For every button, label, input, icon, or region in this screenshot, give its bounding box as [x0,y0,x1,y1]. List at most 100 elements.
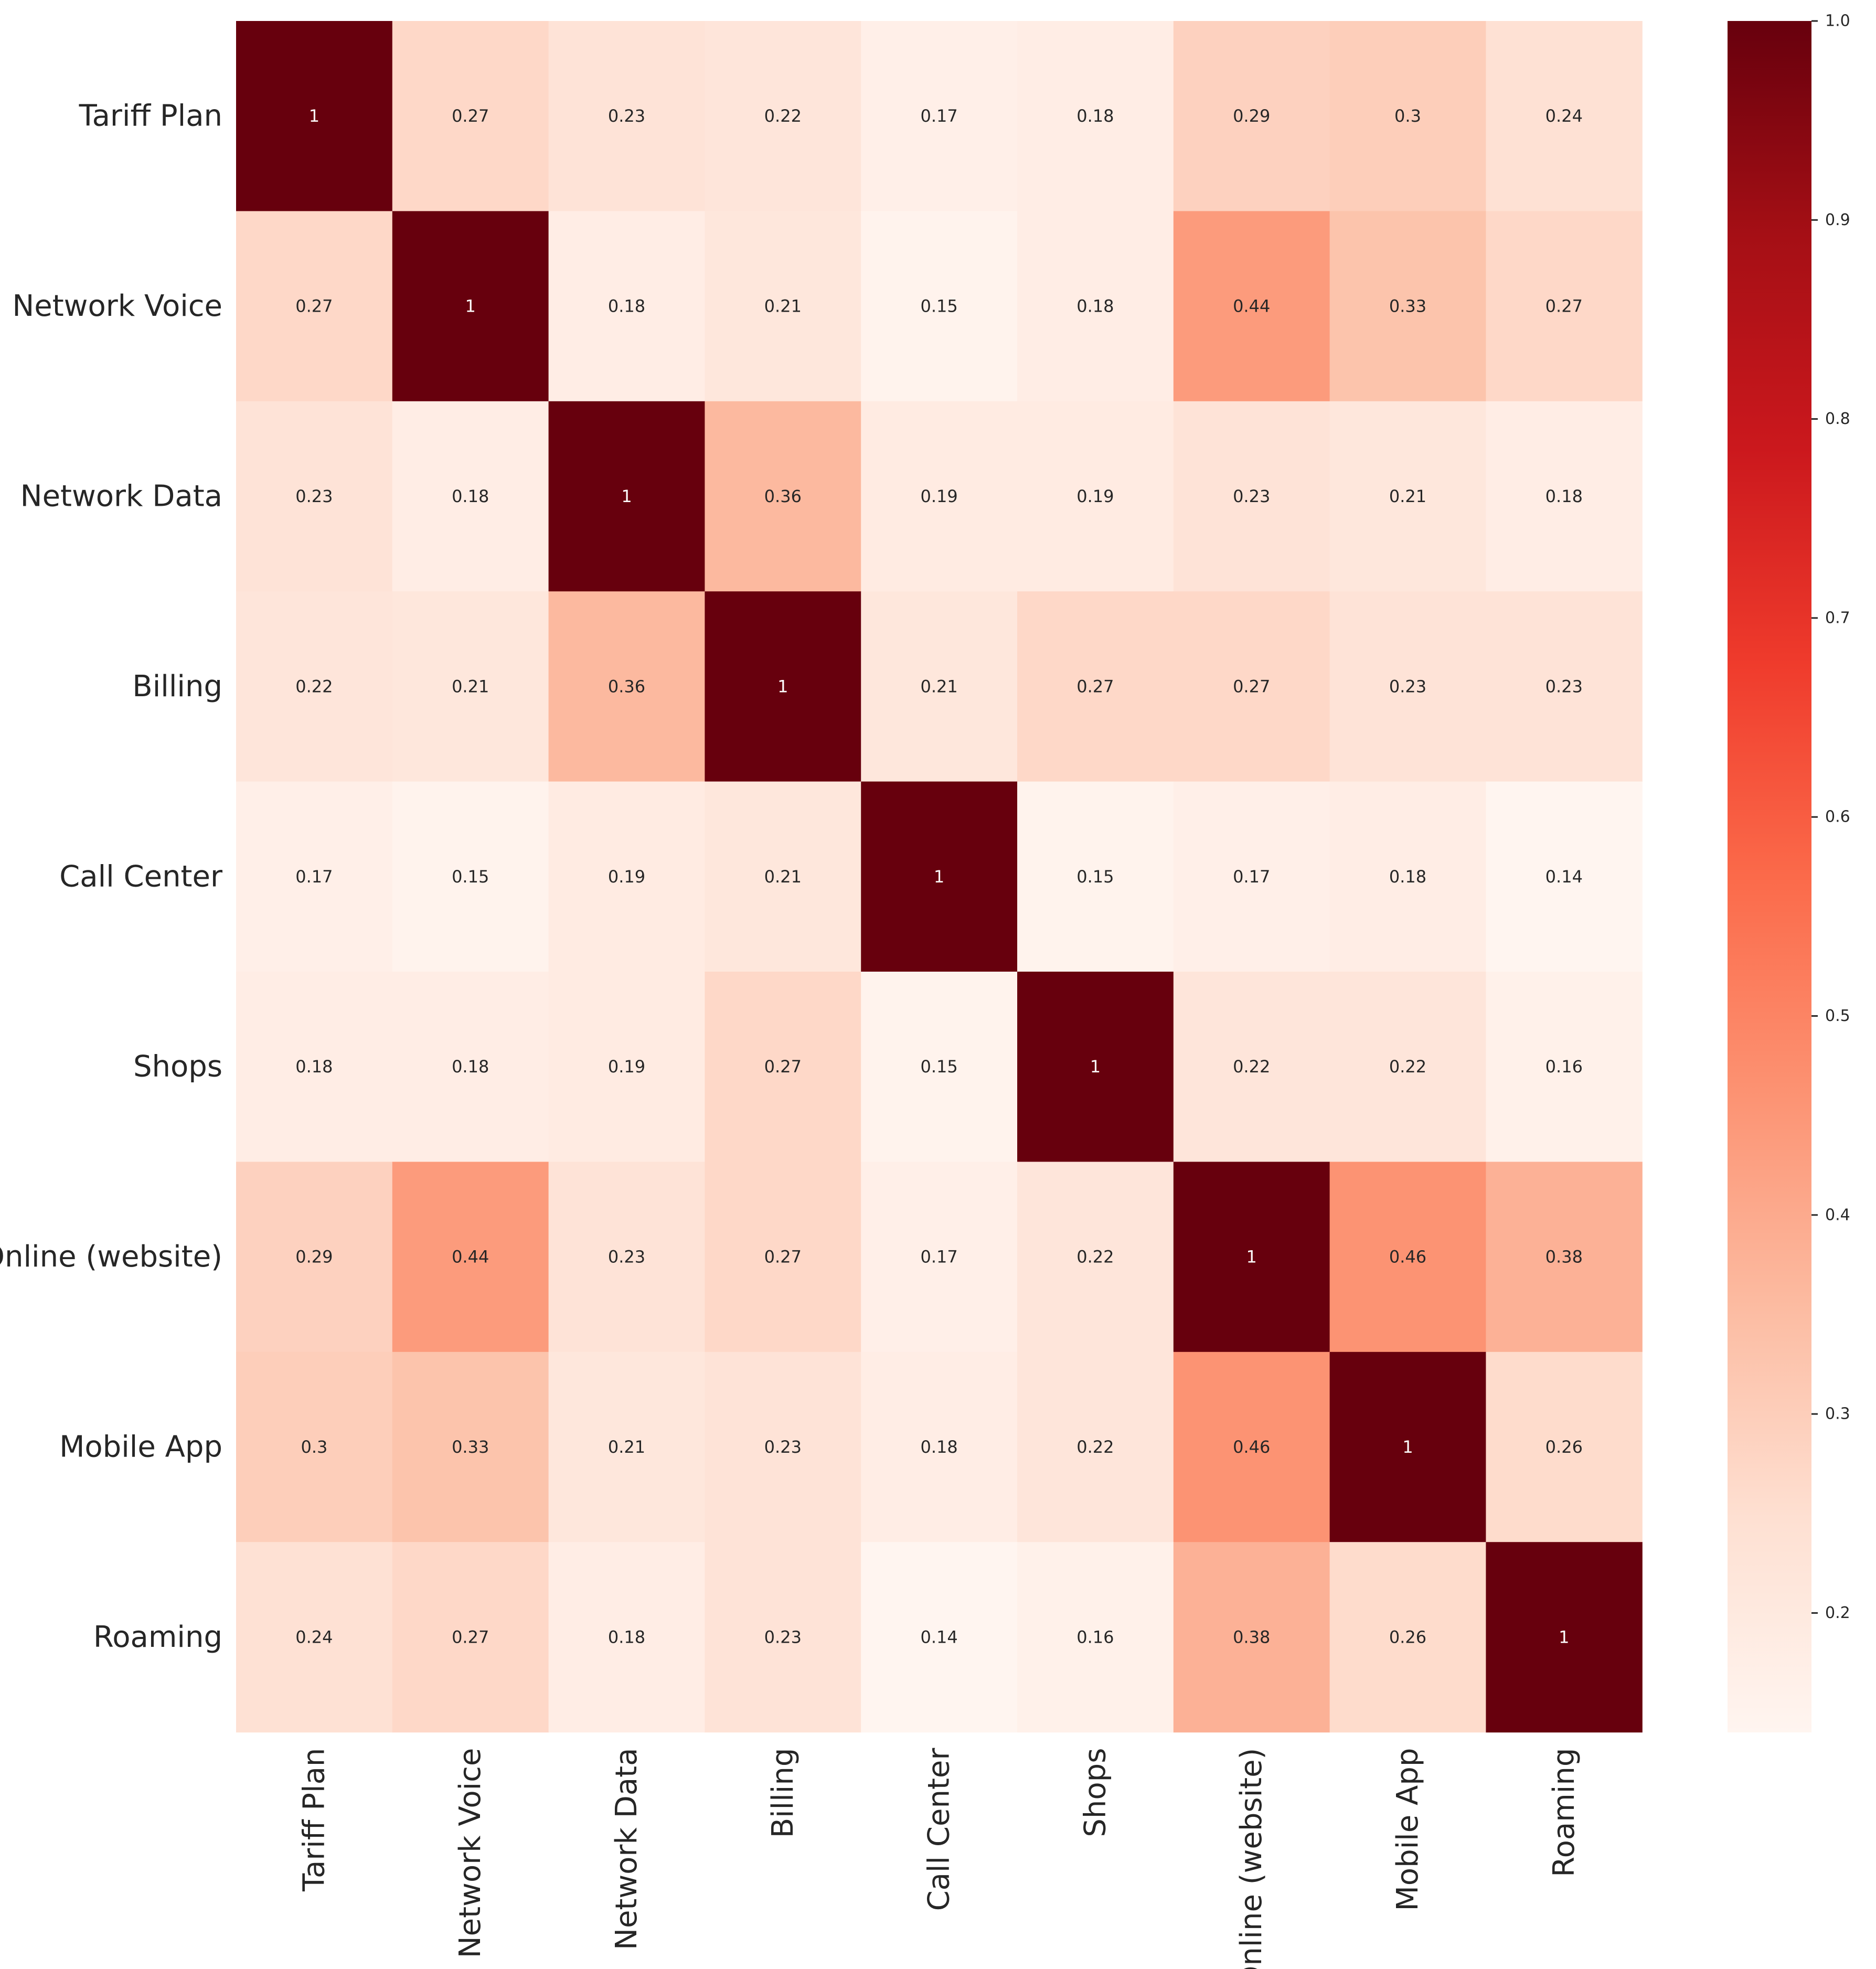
cell-value-label: 0.22 [1389,1057,1426,1077]
cell-value-label: 0.27 [1076,676,1114,696]
cell-value-label: 0.44 [452,1247,489,1267]
heatmap-cell-network-voice-mobile-app [1329,211,1486,402]
heatmap-cell-billing-shops [1017,591,1174,782]
heatmap-cell-network-data-mobile-app [1329,401,1486,592]
heatmap-cell-network-data-online-website [1173,401,1330,592]
cell-value-label: 0.27 [1233,676,1270,696]
cell-value-label: 1 [621,486,632,506]
heatmap-cell-billing-tariff-plan [236,591,393,782]
cell-value-label: 0.14 [1545,867,1583,887]
heatmap-cell-mobile-app-tariff-plan [236,1351,393,1542]
heatmap-cell-call-center-mobile-app [1329,781,1486,972]
heatmap-cell-mobile-app-billing [705,1351,861,1542]
heatmap-cell-online-website-shops [1017,1162,1174,1353]
cell-value-label: 0.21 [920,676,957,696]
heatmap-cell-online-website-online-website [1173,1162,1330,1353]
colorbar-tick-label: 0.8 [1825,410,1850,428]
cell-value-label: 0.18 [1076,296,1114,316]
cell-value-label: 0.22 [1076,1247,1114,1267]
cell-value-label: 0.21 [608,1437,645,1457]
cell-value-label: 0.23 [1545,676,1583,696]
heatmap-cell-network-voice-call-center [861,211,1018,402]
cell-value-label: 0.19 [608,867,645,887]
colorbar-tick-label: 0.9 [1825,211,1850,229]
heatmap-cell-roaming-call-center [861,1542,1018,1733]
heatmap-cell-tariff-plan-network-voice [392,21,549,211]
cell-value-label: 0.26 [1545,1437,1583,1457]
column-label-billing: Billing [766,1748,800,1838]
column-label-mobile-app: Mobile App [1391,1748,1425,1911]
heatmap-cell-billing-network-voice [392,591,549,782]
cell-value-label: 0.18 [295,1057,333,1077]
cell-value-label: 0.27 [452,1627,489,1647]
heatmap-cell-network-data-roaming [1486,401,1643,592]
colorbar-gradient [1728,21,1811,1732]
cell-value-label: 0.19 [1076,486,1114,506]
heatmap-cell-online-website-billing [705,1162,861,1353]
column-label-roaming: Roaming [1547,1748,1581,1877]
heatmap-cell-tariff-plan-tariff-plan [236,21,393,211]
column-label-online-website: Online (website) [1234,1748,1269,1969]
cell-value-label: 0.16 [1076,1627,1114,1647]
heatmap-cell-tariff-plan-mobile-app [1329,21,1486,211]
cell-value-label: 0.23 [295,486,333,506]
heatmap-cell-call-center-call-center [861,781,1018,972]
heatmap-cell-shops-billing [705,972,861,1162]
heatmap-cell-network-voice-network-voice [392,211,549,402]
cell-value-label: 0.17 [1233,867,1270,887]
cell-value-label: 1 [465,296,476,316]
heatmap-cell-shops-tariff-plan [236,972,393,1162]
heatmap-cell-roaming-mobile-app [1329,1542,1486,1733]
colorbar: 1.0 0.9 0.8 0.7 0.6 0.5 0.4 0.3 0.2 [1728,12,1850,1732]
heatmap-cell-mobile-app-network-data [548,1351,705,1542]
cell-value-label: 0.23 [764,1437,802,1457]
heatmap-cell-billing-mobile-app [1329,591,1486,782]
heatmap-cell-network-voice-roaming [1486,211,1643,402]
cell-value-label: 1 [1559,1627,1569,1647]
heatmap-cell-roaming-roaming [1486,1542,1643,1733]
heatmap-cell-tariff-plan-shops [1017,21,1174,211]
heatmap-cell-network-voice-billing [705,211,861,402]
cell-value-label: 0.33 [452,1437,489,1457]
cell-value-label: 0.21 [452,676,489,696]
heatmap-cell-mobile-app-roaming [1486,1351,1643,1542]
cell-value-label: 1 [1402,1437,1413,1457]
cell-value-label: 0.3 [1394,106,1421,126]
heatmap-cell-online-website-network-voice [392,1162,549,1353]
cell-value-label: 0.19 [608,1057,645,1077]
colorbar-tick-label: 0.2 [1825,1604,1850,1622]
cell-value-label: 0.17 [920,1247,957,1267]
heatmap-cell-shops-roaming [1486,972,1643,1162]
cell-value-label: 0.22 [764,106,802,126]
heatmap-cell-shops-network-data [548,972,705,1162]
heatmap-cell-network-data-shops [1017,401,1174,592]
cell-value-label: 0.27 [764,1247,802,1267]
cell-value-label: 1 [934,867,944,887]
heatmap-cell-network-data-billing [705,401,861,592]
heatmap-cells: 1 0.27 0.23 0.22 0.17 0.18 0.29 0.3 0.24 0.27 1 0.1… [236,21,1643,1733]
row-label-tariff-plan: Tariff Plan [79,99,222,133]
cell-value-label: 0.23 [608,106,645,126]
cell-value-label: 0.22 [1233,1057,1270,1077]
column-label-network-voice: Network Voice [453,1748,487,1959]
row-label-mobile-app: Mobile App [59,1430,222,1464]
cell-value-label: 0.36 [764,486,802,506]
heatmap-cell-shops-mobile-app [1329,972,1486,1162]
heatmap-cell-call-center-online-website [1173,781,1330,972]
heatmap-cell-online-website-call-center [861,1162,1018,1353]
cell-value-label: 0.21 [764,867,802,887]
heatmap-cell-tariff-plan-roaming [1486,21,1643,211]
column-label-tariff-plan: Tariff Plan [297,1748,331,1892]
heatmap-cell-shops-shops [1017,972,1174,1162]
cell-value-label: 0.15 [920,1057,957,1077]
colorbar-tick-label: 0.6 [1825,808,1850,826]
cell-value-label: 0.27 [295,296,333,316]
cell-value-label: 0.15 [920,296,957,316]
cell-value-label: 0.21 [764,296,802,316]
cell-value-label: 0.18 [608,296,645,316]
cell-value-label: 0.23 [764,1627,802,1647]
heatmap-cell-network-data-network-voice [392,401,549,592]
heatmap-cell-network-voice-shops [1017,211,1174,402]
heatmap-cell-mobile-app-shops [1017,1351,1174,1542]
